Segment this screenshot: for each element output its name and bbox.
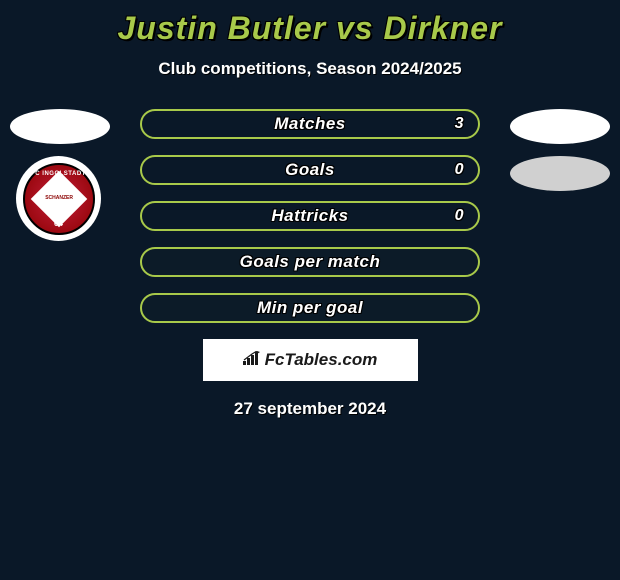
fctables-label: FcTables.com — [265, 350, 378, 370]
stat-row-goals-per-match: Goals per match — [140, 247, 480, 277]
stat-row-goals: Goals 0 — [140, 155, 480, 185]
page-subtitle: Club competitions, Season 2024/2025 — [0, 59, 620, 79]
stat-row-min-per-goal: Min per goal — [140, 293, 480, 323]
stat-value: 0 — [455, 161, 464, 179]
player2-avatar — [510, 109, 610, 144]
player-right-column — [510, 109, 610, 203]
chart-icon — [243, 350, 261, 370]
stat-label: Goals — [285, 160, 335, 180]
stat-value: 0 — [455, 207, 464, 225]
club-text-bottom: 04 — [54, 219, 63, 228]
player1-club-badge: FC INGOLSTADT SCHANZER 04 — [16, 156, 101, 241]
stat-value: 3 — [455, 115, 464, 133]
player-left-column: FC INGOLSTADT SCHANZER 04 — [10, 109, 110, 241]
stat-row-matches: Matches 3 — [140, 109, 480, 139]
date-line: 27 september 2024 — [0, 399, 620, 419]
player1-avatar — [10, 109, 110, 144]
club-center-text: SCHANZER — [45, 196, 73, 202]
fctables-attribution[interactable]: FcTables.com — [203, 339, 418, 381]
stat-rows: Matches 3 Goals 0 Hattricks 0 Goals per … — [140, 109, 480, 323]
stat-label: Hattricks — [271, 206, 348, 226]
player2-club-placeholder — [510, 156, 610, 191]
stat-label: Min per goal — [257, 298, 363, 318]
stat-row-hattricks: Hattricks 0 — [140, 201, 480, 231]
stat-label: Goals per match — [240, 252, 381, 272]
page-title: Justin Butler vs Dirkner — [0, 0, 620, 47]
stats-area: FC INGOLSTADT SCHANZER 04 Matches 3 Goal… — [0, 109, 620, 323]
stat-label: Matches — [274, 114, 346, 134]
